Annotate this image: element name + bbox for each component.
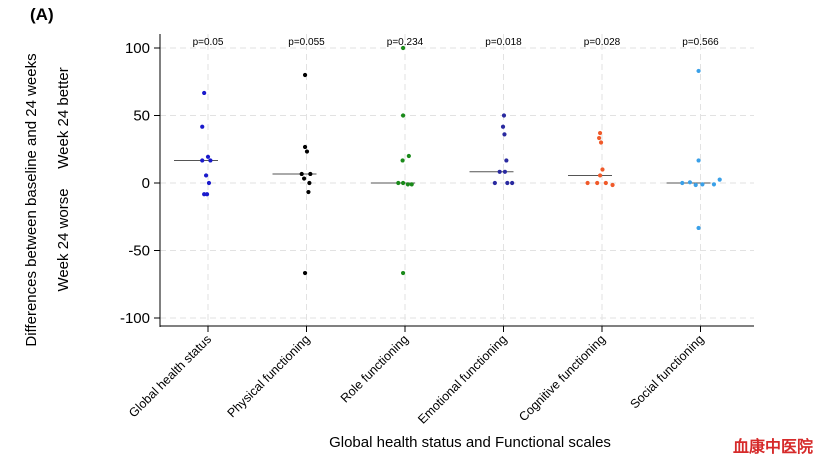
data-point: [302, 72, 308, 78]
grid-layer: [160, 34, 754, 326]
data-point: [200, 158, 205, 163]
p-value-label: p=0.028: [584, 37, 621, 48]
category-label: Social functioning: [627, 332, 706, 411]
data-point: [687, 180, 693, 185]
p-value-label: p=0.055: [288, 37, 325, 48]
category-label: Global health status: [126, 332, 214, 420]
category-label: Cognitive functioning: [516, 332, 608, 424]
data-point: [501, 113, 507, 118]
data-point: [597, 135, 602, 141]
y-tick-label: -50: [128, 243, 150, 260]
data-point: [504, 158, 509, 163]
data-point: [597, 130, 603, 136]
category-label: Emotional functioning: [415, 332, 509, 426]
data-point: [600, 167, 605, 172]
y-tick-label: 0: [142, 175, 150, 192]
data-point: [497, 169, 502, 174]
data-point: [680, 180, 685, 186]
data-point: [208, 158, 213, 163]
median-layer: [174, 159, 711, 184]
data-point: [302, 144, 308, 150]
data-point: [597, 173, 603, 178]
p-value-label: p=0.566: [682, 37, 719, 48]
data-point: [700, 182, 705, 187]
data-point: [696, 158, 701, 163]
axes-layer: [154, 34, 754, 332]
data-point: [595, 180, 600, 186]
data-point: [308, 171, 313, 177]
y-axis-title: Differences between baseline and 24 week…: [23, 53, 40, 346]
p-value-label: p=0.018: [485, 37, 522, 48]
data-point: [304, 149, 310, 154]
points-layer: [200, 45, 722, 276]
data-point: [610, 182, 615, 188]
data-point: [400, 113, 406, 118]
x-axis-title: Global health status and Functional scal…: [329, 434, 611, 451]
y-tick-label: -100: [120, 310, 150, 327]
data-point: [510, 180, 515, 186]
data-point: [302, 270, 308, 276]
data-point: [405, 182, 410, 187]
y-axis-worse-label: Week 24 worse: [55, 188, 72, 291]
data-point: [603, 180, 608, 186]
data-point: [299, 171, 304, 177]
labels-layer: 100 50 0 -50 -100 Global health status p=0.05 P…: [120, 37, 719, 427]
data-point: [396, 180, 401, 186]
data-point: [409, 182, 414, 187]
data-point: [502, 132, 507, 137]
category-label: Role functioning: [338, 332, 411, 405]
data-point: [206, 180, 212, 186]
watermark-text: 血康中医院: [733, 437, 813, 456]
data-point: [693, 182, 698, 188]
data-point: [203, 173, 209, 178]
y-tick-label: 100: [125, 40, 150, 57]
data-point: [502, 169, 508, 174]
data-point: [307, 180, 312, 186]
data-point: [202, 90, 207, 96]
p-value-label: p=0.05: [193, 37, 224, 48]
panel-label: (A): [30, 5, 54, 24]
data-point: [202, 192, 207, 197]
data-point: [696, 68, 701, 74]
data-point: [200, 124, 205, 129]
data-point: [505, 180, 510, 186]
data-point: [492, 180, 497, 186]
data-point: [400, 270, 406, 276]
data-point: [711, 182, 717, 187]
category-label: Physical functioning: [225, 332, 313, 420]
y-axis-better-label: Week 24 better: [55, 67, 72, 168]
data-point: [500, 124, 506, 129]
y-tick-label: 50: [133, 108, 150, 125]
data-point: [585, 180, 590, 186]
data-point: [306, 189, 311, 195]
data-point: [205, 154, 211, 159]
data-point: [400, 45, 406, 51]
data-point: [717, 177, 722, 182]
data-point: [302, 176, 307, 181]
data-point: [400, 180, 406, 186]
data-point: [598, 140, 604, 145]
data-point: [204, 192, 210, 197]
data-point: [696, 225, 701, 231]
p-value-label: p=0.234: [387, 37, 424, 48]
data-point: [400, 158, 405, 163]
data-point: [406, 153, 411, 159]
